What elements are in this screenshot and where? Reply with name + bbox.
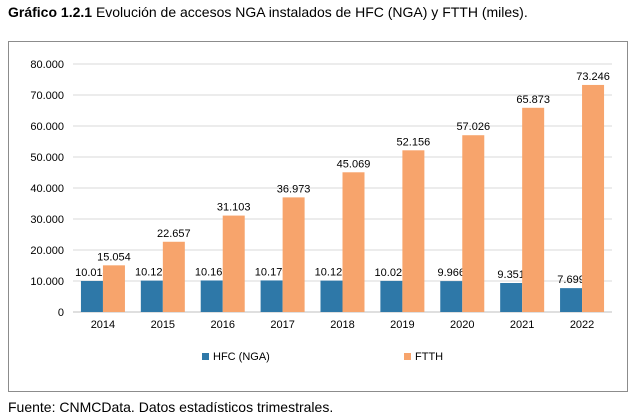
x-tick-label: 2020	[450, 319, 474, 331]
caption-number: Gráfico 1.2.1	[8, 4, 93, 20]
legend-swatch-ftth	[404, 353, 411, 360]
y-tick-label: 40.000	[30, 183, 64, 195]
legend-label-hfc: HFC (NGA)	[213, 351, 270, 363]
y-tick-label: 70.000	[30, 90, 64, 102]
bar-hfc	[500, 283, 523, 312]
bar-ftth	[282, 197, 305, 312]
bar-hfc	[200, 280, 223, 312]
bar-ftth	[342, 172, 365, 312]
x-tick-label: 2014	[91, 319, 115, 331]
data-label-hfc: 9.351	[497, 269, 525, 281]
data-label-ftth: 36.973	[277, 183, 311, 195]
data-label-ftth: 57.026	[456, 121, 490, 133]
data-label-hfc: 9.966	[438, 267, 466, 279]
x-tick-label: 2017	[270, 319, 294, 331]
data-label-hfc: 10.029	[375, 267, 409, 279]
x-tick-label: 2015	[151, 319, 175, 331]
x-tick-label: 2019	[390, 319, 414, 331]
x-tick-label: 2022	[570, 319, 594, 331]
bar-hfc	[320, 280, 343, 312]
y-tick-label: 30.000	[30, 214, 64, 226]
bar-ftth	[162, 241, 185, 312]
y-tick-label: 0	[58, 307, 64, 319]
data-label-hfc: 7.699	[557, 274, 585, 286]
data-label-hfc: 10.169	[195, 266, 229, 278]
bar-ftth	[522, 107, 545, 312]
bar-ftth	[402, 150, 425, 312]
bar-hfc	[380, 280, 403, 312]
chart-frame: 0 10.000 20.000 30.000 40.000 50.000 60.000 70.…	[8, 41, 628, 392]
data-label-ftth: 65.873	[516, 94, 550, 106]
bar-ftth	[222, 215, 245, 312]
bar-hfc	[440, 281, 463, 312]
x-tick-label: 2016	[210, 319, 234, 331]
legend-swatch-hfc	[202, 353, 209, 360]
bar-ftth	[462, 135, 485, 312]
legend-label-ftth: FTTH	[415, 351, 443, 363]
data-label-ftth: 52.156	[397, 136, 431, 148]
bar-chart: 0 10.000 20.000 30.000 40.000 50.000 60.000 70.…	[30, 59, 612, 363]
data-label-ftth: 45.069	[337, 158, 371, 170]
data-label-ftth: 31.103	[217, 202, 251, 214]
data-label-ftth: 22.657	[157, 228, 191, 240]
data-label-ftth: 73.246	[576, 71, 610, 83]
y-tick-label: 50.000	[30, 152, 64, 164]
data-label-hfc: 10.179	[255, 266, 289, 278]
bar-hfc	[80, 280, 103, 312]
bar-hfc	[560, 288, 583, 312]
caption-title: Evolución de accesos NGA instalados de H…	[95, 4, 528, 20]
bar-hfc	[260, 280, 283, 312]
data-label-ftth: 15.054	[97, 251, 131, 263]
bar-ftth	[102, 265, 125, 312]
y-tick-label: 10.000	[30, 276, 64, 288]
y-tick-label: 80.000	[30, 59, 64, 71]
data-label-hfc: 10.125	[315, 267, 349, 279]
bar-hfc	[140, 280, 163, 312]
y-tick-label: 60.000	[30, 121, 64, 133]
chart-caption: Gráfico 1.2.1 Evolución de accesos NGA i…	[8, 4, 528, 20]
source-note: Fuente: CNMCData. Datos estadísticos tri…	[8, 399, 334, 415]
data-label-hfc: 10.123	[135, 267, 169, 279]
y-tick-label: 20.000	[30, 245, 64, 257]
data-label-hfc: 10.014	[75, 267, 109, 279]
x-tick-label: 2021	[510, 319, 534, 331]
bar-ftth	[582, 84, 605, 312]
x-tick-label: 2018	[330, 319, 354, 331]
